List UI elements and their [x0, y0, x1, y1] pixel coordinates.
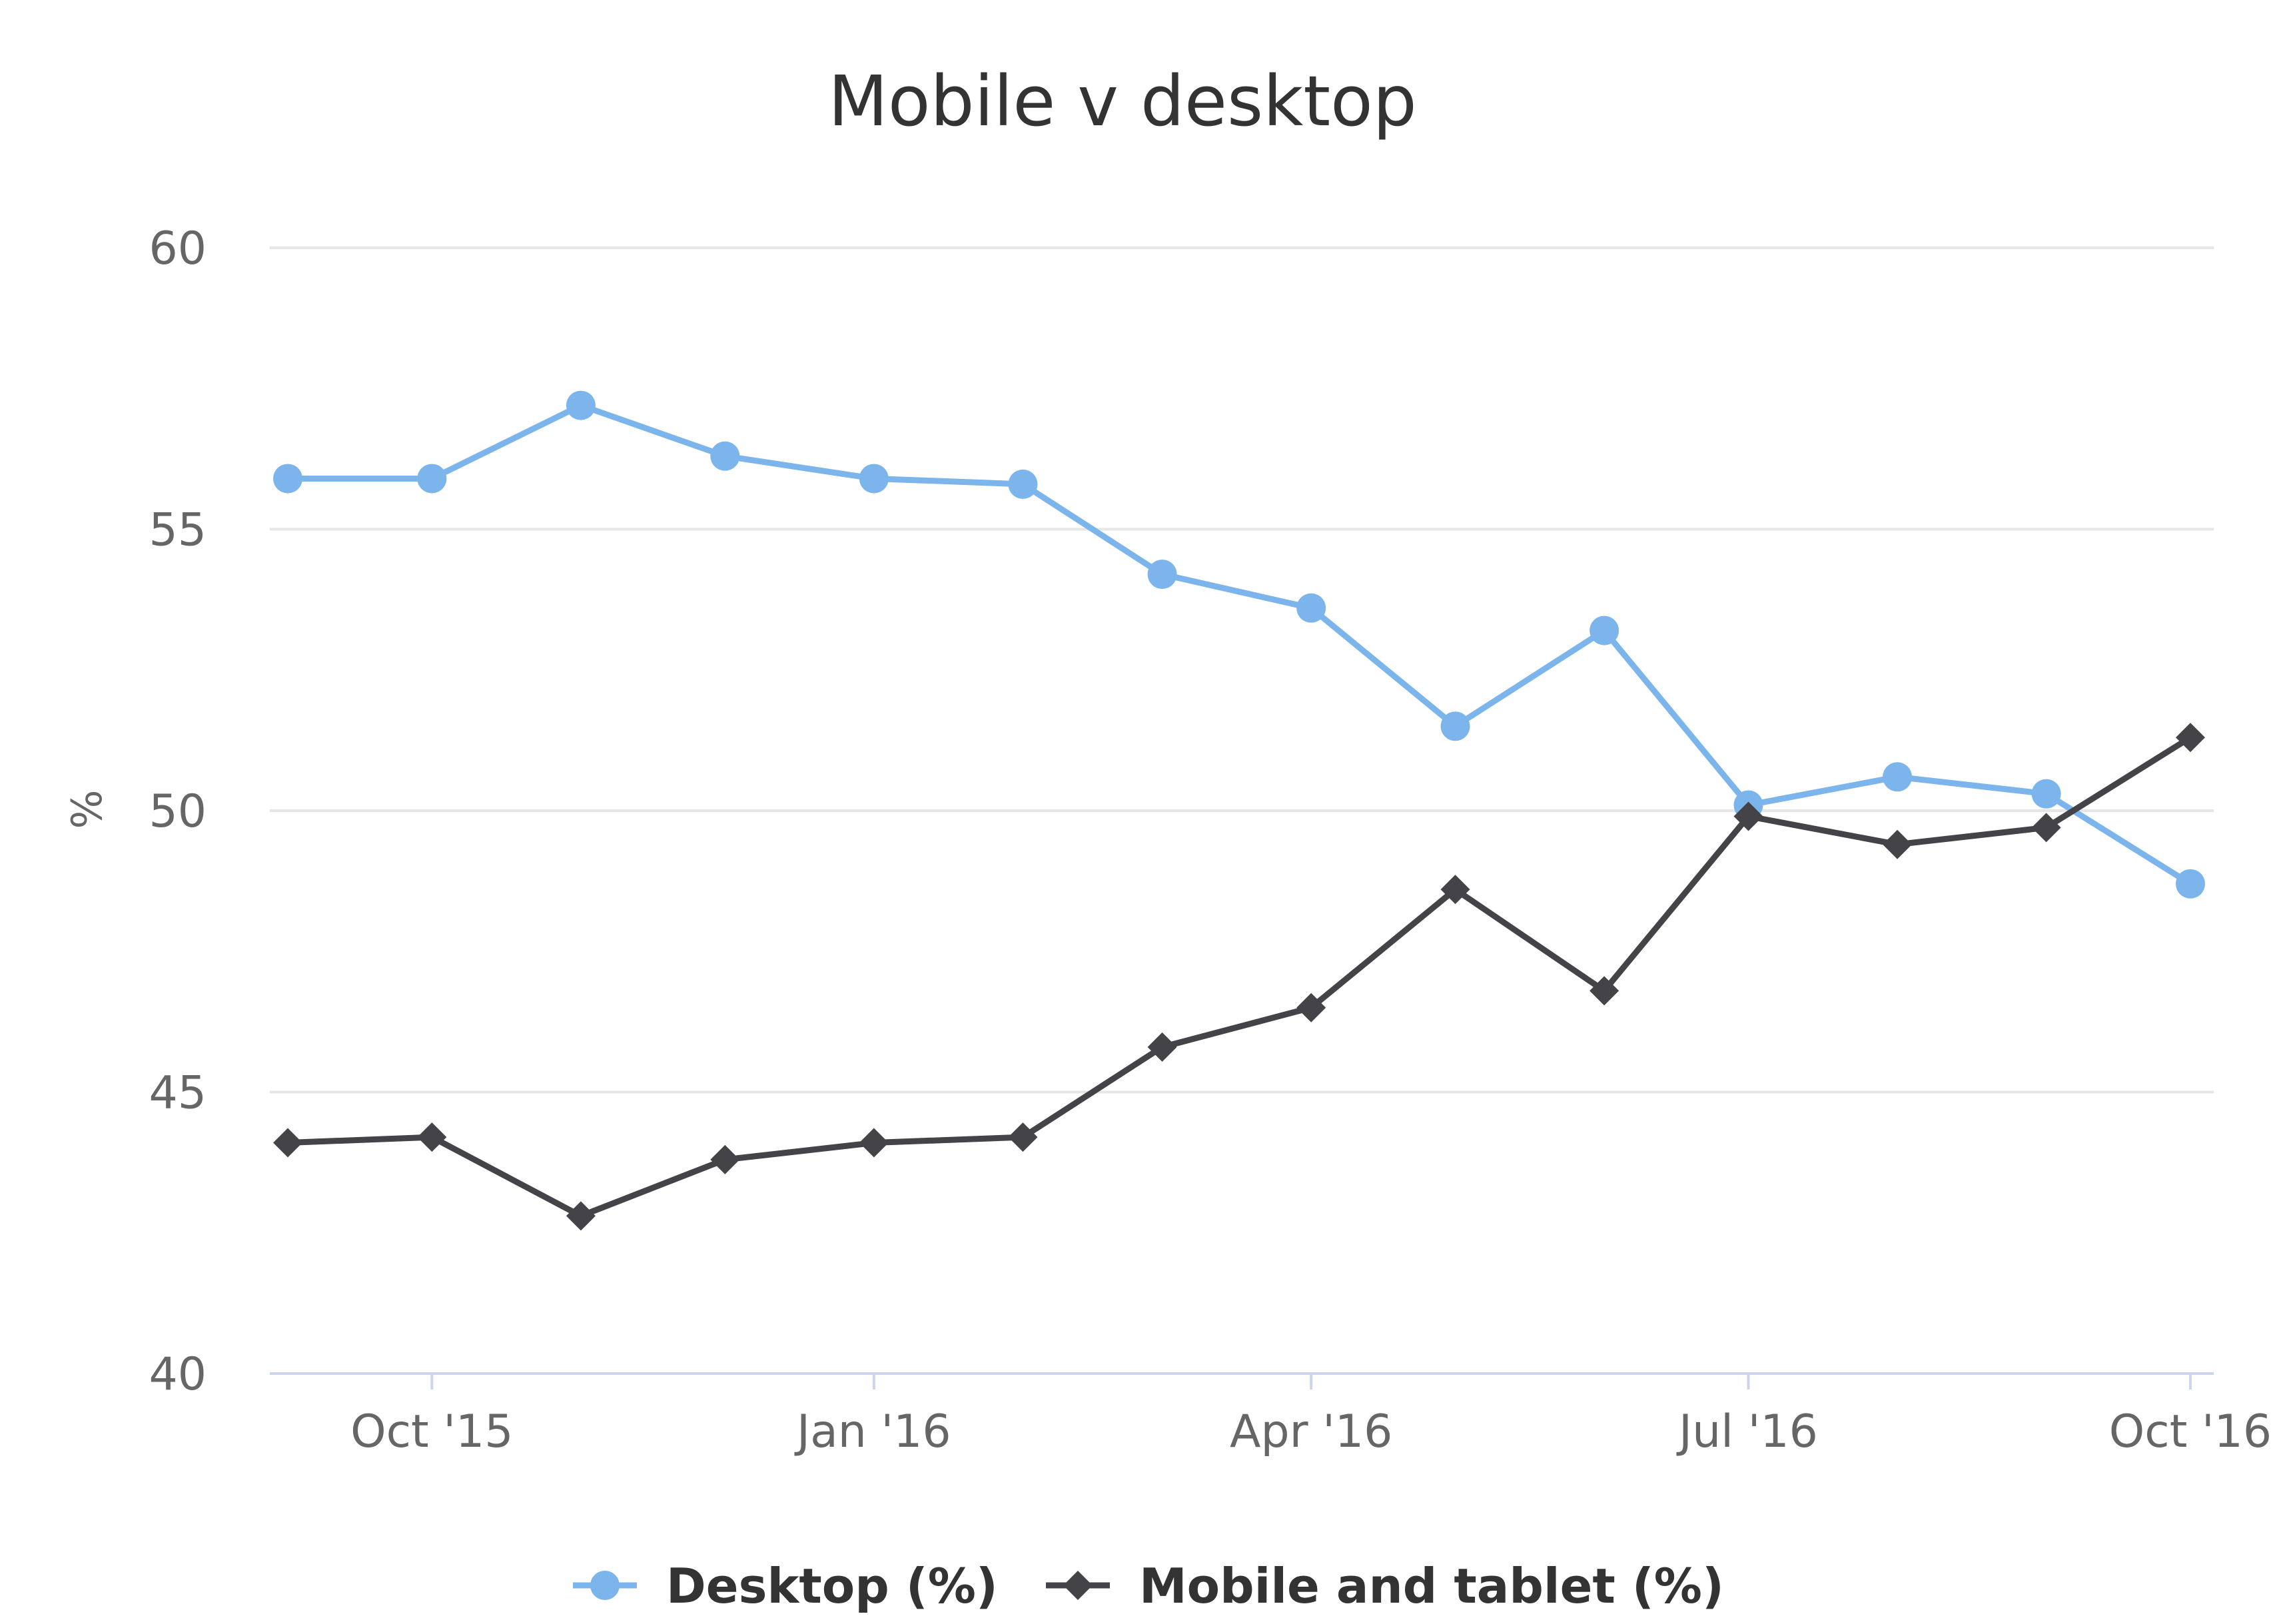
data-point[interactable]: [1733, 801, 1763, 831]
chart-title: Mobile v desktop: [828, 61, 1417, 142]
data-point[interactable]: [1147, 560, 1177, 590]
x-tick-label: Oct '16: [2109, 1406, 2272, 1458]
x-tick-label: Jul '16: [1676, 1406, 1818, 1458]
legend-item-desktop[interactable]: Desktop (%): [573, 1558, 998, 1614]
series-line: [288, 402, 2192, 887]
data-point[interactable]: [710, 441, 740, 471]
x-tick-label: Oct '15: [350, 1406, 513, 1458]
legend-label: Desktop (%): [666, 1558, 998, 1614]
y-axis-ticks: 40 45 50 55 60: [149, 222, 207, 1401]
data-point[interactable]: [1296, 993, 1326, 1022]
data-point[interactable]: [2176, 869, 2205, 899]
data-point[interactable]: [2031, 813, 2061, 843]
data-point[interactable]: [1296, 593, 1326, 623]
data-point[interactable]: [1008, 1122, 1038, 1152]
legend-item-mobile-and-tablet[interactable]: Mobile and tablet (%): [1046, 1558, 1724, 1614]
data-point[interactable]: [1008, 469, 1038, 499]
legend-marker: [590, 1571, 620, 1600]
data-point[interactable]: [2176, 723, 2205, 753]
data-point[interactable]: [1590, 976, 1619, 1006]
series-layer: [273, 390, 2205, 1231]
y-tick-label: 60: [149, 222, 207, 275]
y-tick-label: 40: [149, 1348, 207, 1401]
legend[interactable]: Desktop (%) Mobile and tablet (%): [573, 1558, 1724, 1614]
legend-marker: [1063, 1571, 1093, 1600]
data-point[interactable]: [1883, 829, 1913, 859]
data-point[interactable]: [1147, 1032, 1177, 1062]
data-point[interactable]: [710, 1144, 740, 1174]
legend-label: Mobile and tablet (%): [1139, 1558, 1724, 1614]
data-point[interactable]: [566, 1201, 596, 1231]
series-line: [287, 735, 2192, 1219]
y-tick-label: 50: [149, 785, 207, 838]
data-point[interactable]: [417, 464, 447, 494]
series-mobile-and-tablet: [273, 723, 2205, 1231]
data-point[interactable]: [859, 1128, 889, 1158]
data-point[interactable]: [1440, 711, 1470, 741]
series-desktop: [273, 390, 2205, 899]
x-axis-ticks: Oct '15 Jan '16 Apr '16 Jul '16 Oct '16: [350, 1374, 2272, 1458]
data-point[interactable]: [859, 464, 889, 494]
x-tick-label: Jan '16: [794, 1406, 951, 1458]
data-point[interactable]: [273, 464, 302, 494]
data-point[interactable]: [566, 390, 596, 420]
data-point[interactable]: [1440, 875, 1470, 905]
x-tick-label: Apr '16: [1230, 1406, 1392, 1458]
y-tick-label: 45: [149, 1067, 207, 1120]
data-point[interactable]: [1590, 615, 1619, 645]
gridlines: [270, 246, 2214, 1094]
data-point[interactable]: [2031, 779, 2061, 809]
y-axis-label: %: [63, 790, 111, 829]
y-tick-label: 55: [149, 504, 207, 557]
data-point[interactable]: [1883, 762, 1913, 792]
data-point[interactable]: [417, 1122, 447, 1152]
data-point[interactable]: [273, 1128, 302, 1158]
